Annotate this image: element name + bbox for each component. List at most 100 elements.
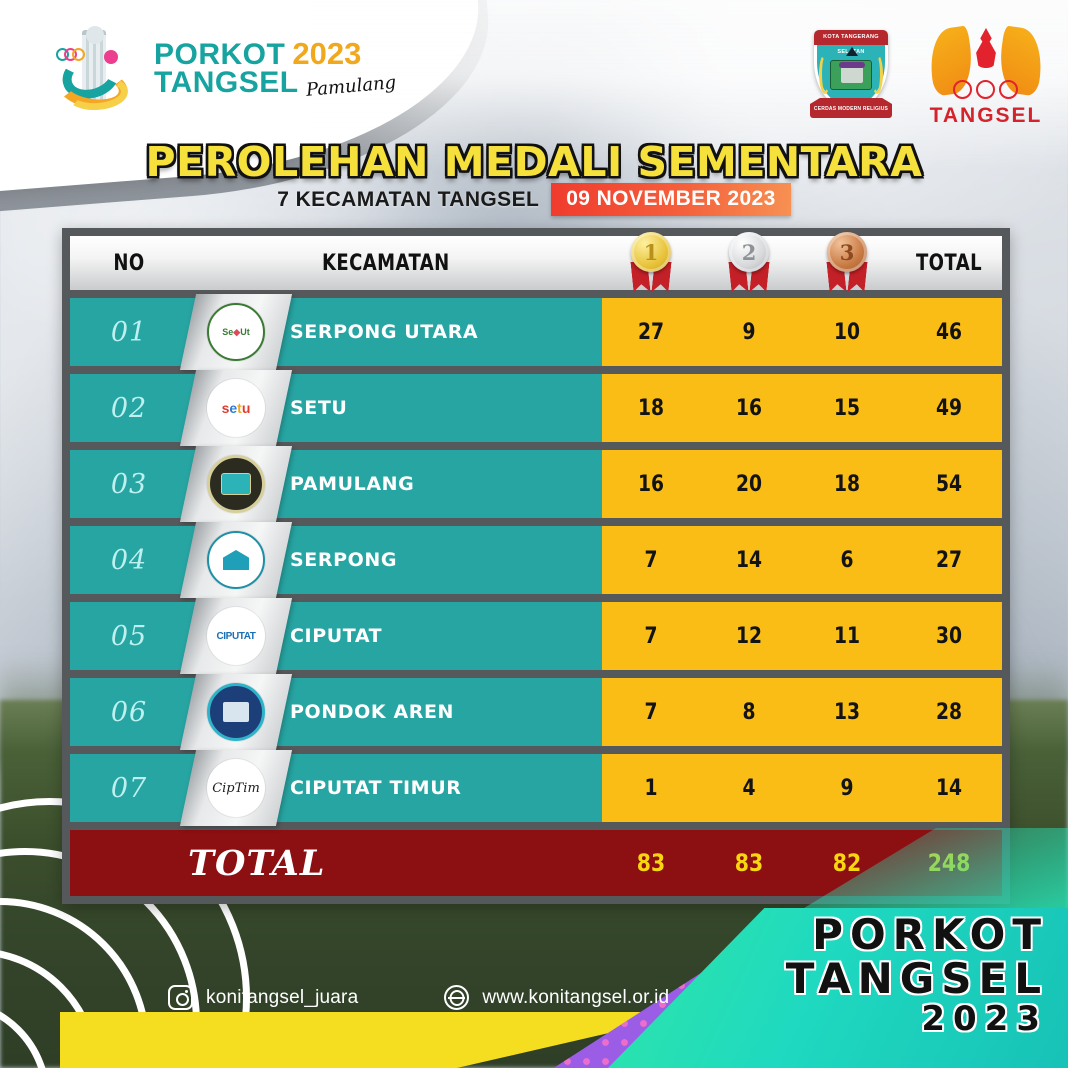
table-row: 02 setu SETU 18 16 15 49: [70, 370, 1002, 446]
table-row: 03 PAMULANG 16 20 18 54: [70, 446, 1002, 522]
footer-contacts: konitangsel_juara www.konitangsel.or.id: [0, 985, 1068, 1010]
brand-corner-line3: 2023: [921, 999, 1048, 1039]
row-total: 54: [935, 471, 963, 497]
column-header-total: TOTAL: [915, 250, 983, 276]
instagram-contact[interactable]: konitangsel_juara: [168, 985, 358, 1010]
row-rank: 07: [110, 772, 148, 804]
row-silver: 14: [735, 547, 763, 573]
row-bronze: 18: [833, 471, 861, 497]
row-silver: 16: [735, 395, 763, 421]
row-gold: 7: [644, 623, 658, 649]
row-bronze: 13: [833, 699, 861, 725]
gold-medal-number: 1: [631, 232, 671, 272]
serpong-utara-emblem: Se◆Ut: [179, 294, 293, 370]
gold-medal-icon: 1: [602, 232, 700, 292]
row-gold: 7: [644, 547, 658, 573]
row-rank: 02: [110, 392, 148, 424]
koni-tangsel-crest: TANGSEL: [922, 24, 1050, 128]
setu-emblem: setu: [179, 370, 293, 446]
silver-medal-number: 2: [729, 232, 769, 272]
flame-icon: [976, 28, 996, 68]
row-total: 14: [935, 775, 963, 801]
row-kecamatan: CIPUTAT: [290, 625, 383, 647]
brand-corner-line2: TANGSEL: [785, 954, 1048, 1003]
row-bronze: 9: [840, 775, 854, 801]
row-silver: 8: [742, 699, 756, 725]
header-crests: KOTA TANGERANG SELATAN CERDAS MODERN REL…: [810, 24, 1050, 128]
instagram-icon: [168, 985, 193, 1010]
table-row: 06 PONDOK AREN 7 8 13 28: [70, 674, 1002, 750]
row-total: 27: [935, 547, 963, 573]
total-silver: 83: [734, 849, 764, 877]
date-badge: 09 NOVEMBER 2023: [551, 183, 791, 216]
row-kecamatan: SETU: [290, 397, 348, 419]
row-bronze: 10: [833, 319, 861, 345]
row-gold: 7: [644, 699, 658, 725]
row-total: 46: [935, 319, 963, 345]
row-kecamatan: PAMULANG: [290, 473, 415, 495]
row-rank: 06: [110, 696, 148, 728]
brand-corner: PORKOT TANGSEL 2023: [785, 910, 1048, 1039]
table-header-row: NO KECAMATAN 1 2 3 TOTAL: [70, 232, 1002, 292]
website-url: www.konitangsel.or.id: [482, 986, 670, 1008]
row-silver: 20: [735, 471, 763, 497]
bronze-medal-icon: 3: [798, 232, 896, 292]
row-silver: 9: [742, 319, 756, 345]
logo-porkot-text: PORKOT: [154, 37, 286, 71]
row-bronze: 15: [833, 395, 861, 421]
pondok-aren-emblem: [179, 674, 293, 750]
row-gold: 1: [644, 775, 658, 801]
row-rank: 04: [110, 544, 148, 576]
row-rank: 03: [110, 468, 148, 500]
row-rank: 01: [110, 316, 148, 348]
column-header-no: NO: [113, 250, 145, 276]
total-gold: 83: [636, 849, 666, 877]
column-header-kecamatan: KECAMATAN: [322, 250, 450, 276]
row-silver: 4: [742, 775, 756, 801]
row-kecamatan: CIPUTAT TIMUR: [290, 777, 462, 799]
table-row: 04 SERPONG 7 14 6 27: [70, 522, 1002, 598]
olympic-rings-icon: [953, 80, 1019, 102]
row-bronze: 6: [840, 547, 854, 573]
total-bronze: 82: [832, 849, 862, 877]
mascot-icon: [55, 24, 134, 113]
table-row: 07 CipTim CIPUTAT TIMUR 1 4 9 14: [70, 750, 1002, 826]
table-row: 05 CIPUTAT CIPUTAT 7 12 11 30: [70, 598, 1002, 674]
row-total: 30: [935, 623, 963, 649]
subtitle-text: 7 KECAMATAN TANGSEL: [277, 187, 540, 211]
row-rank: 05: [110, 620, 148, 652]
page-title: PEROLEHAN MEDALI SEMENTARA: [145, 138, 923, 186]
row-total: 28: [935, 699, 963, 725]
pamulang-emblem: [179, 446, 293, 522]
row-bronze: 11: [833, 623, 861, 649]
instagram-handle: konitangsel_juara: [206, 986, 359, 1008]
koni-label: TANGSEL: [929, 104, 1043, 127]
brand-corner-line1: PORKOT: [812, 910, 1048, 959]
total-label: TOTAL: [188, 842, 326, 884]
globe-icon: [444, 985, 470, 1010]
crest-kota-ribbon-text: CERDAS MODERN RELIGIUS: [813, 106, 889, 112]
ciputat-timur-emblem: CipTim: [179, 750, 293, 826]
row-kecamatan: PONDOK AREN: [290, 701, 455, 723]
porkot-tangsel-logo: PORKOT 2023 TANGSEL Pamulang: [55, 22, 397, 114]
kota-tangerang-selatan-crest: KOTA TANGERANG SELATAN CERDAS MODERN REL…: [810, 24, 892, 124]
bronze-medal-number: 3: [827, 232, 867, 272]
row-total: 49: [935, 395, 963, 421]
serpong-emblem: [179, 522, 293, 598]
logo-year-text: 2023: [292, 35, 362, 71]
row-gold: 27: [637, 319, 665, 345]
subtitle-row: 7 KECAMATAN TANGSEL 09 NOVEMBER 2023: [0, 183, 1068, 216]
medal-table: NO KECAMATAN 1 2 3 TOTAL 01 Se◆Ut: [62, 228, 1010, 904]
row-silver: 12: [735, 623, 763, 649]
logo-script-text: Pamulang: [304, 71, 397, 101]
row-gold: 16: [637, 471, 665, 497]
row-gold: 18: [637, 395, 665, 421]
website-contact[interactable]: www.konitangsel.or.id: [444, 985, 669, 1010]
ciputat-emblem: CIPUTAT: [179, 598, 293, 674]
logo-tangsel-text: TANGSEL: [154, 65, 299, 99]
silver-medal-icon: 2: [700, 232, 798, 292]
row-kecamatan: SERPONG UTARA: [290, 321, 479, 343]
table-row: 01 Se◆Ut SERPONG UTARA 27 9 10 46: [70, 294, 1002, 370]
row-kecamatan: SERPONG: [290, 549, 398, 571]
